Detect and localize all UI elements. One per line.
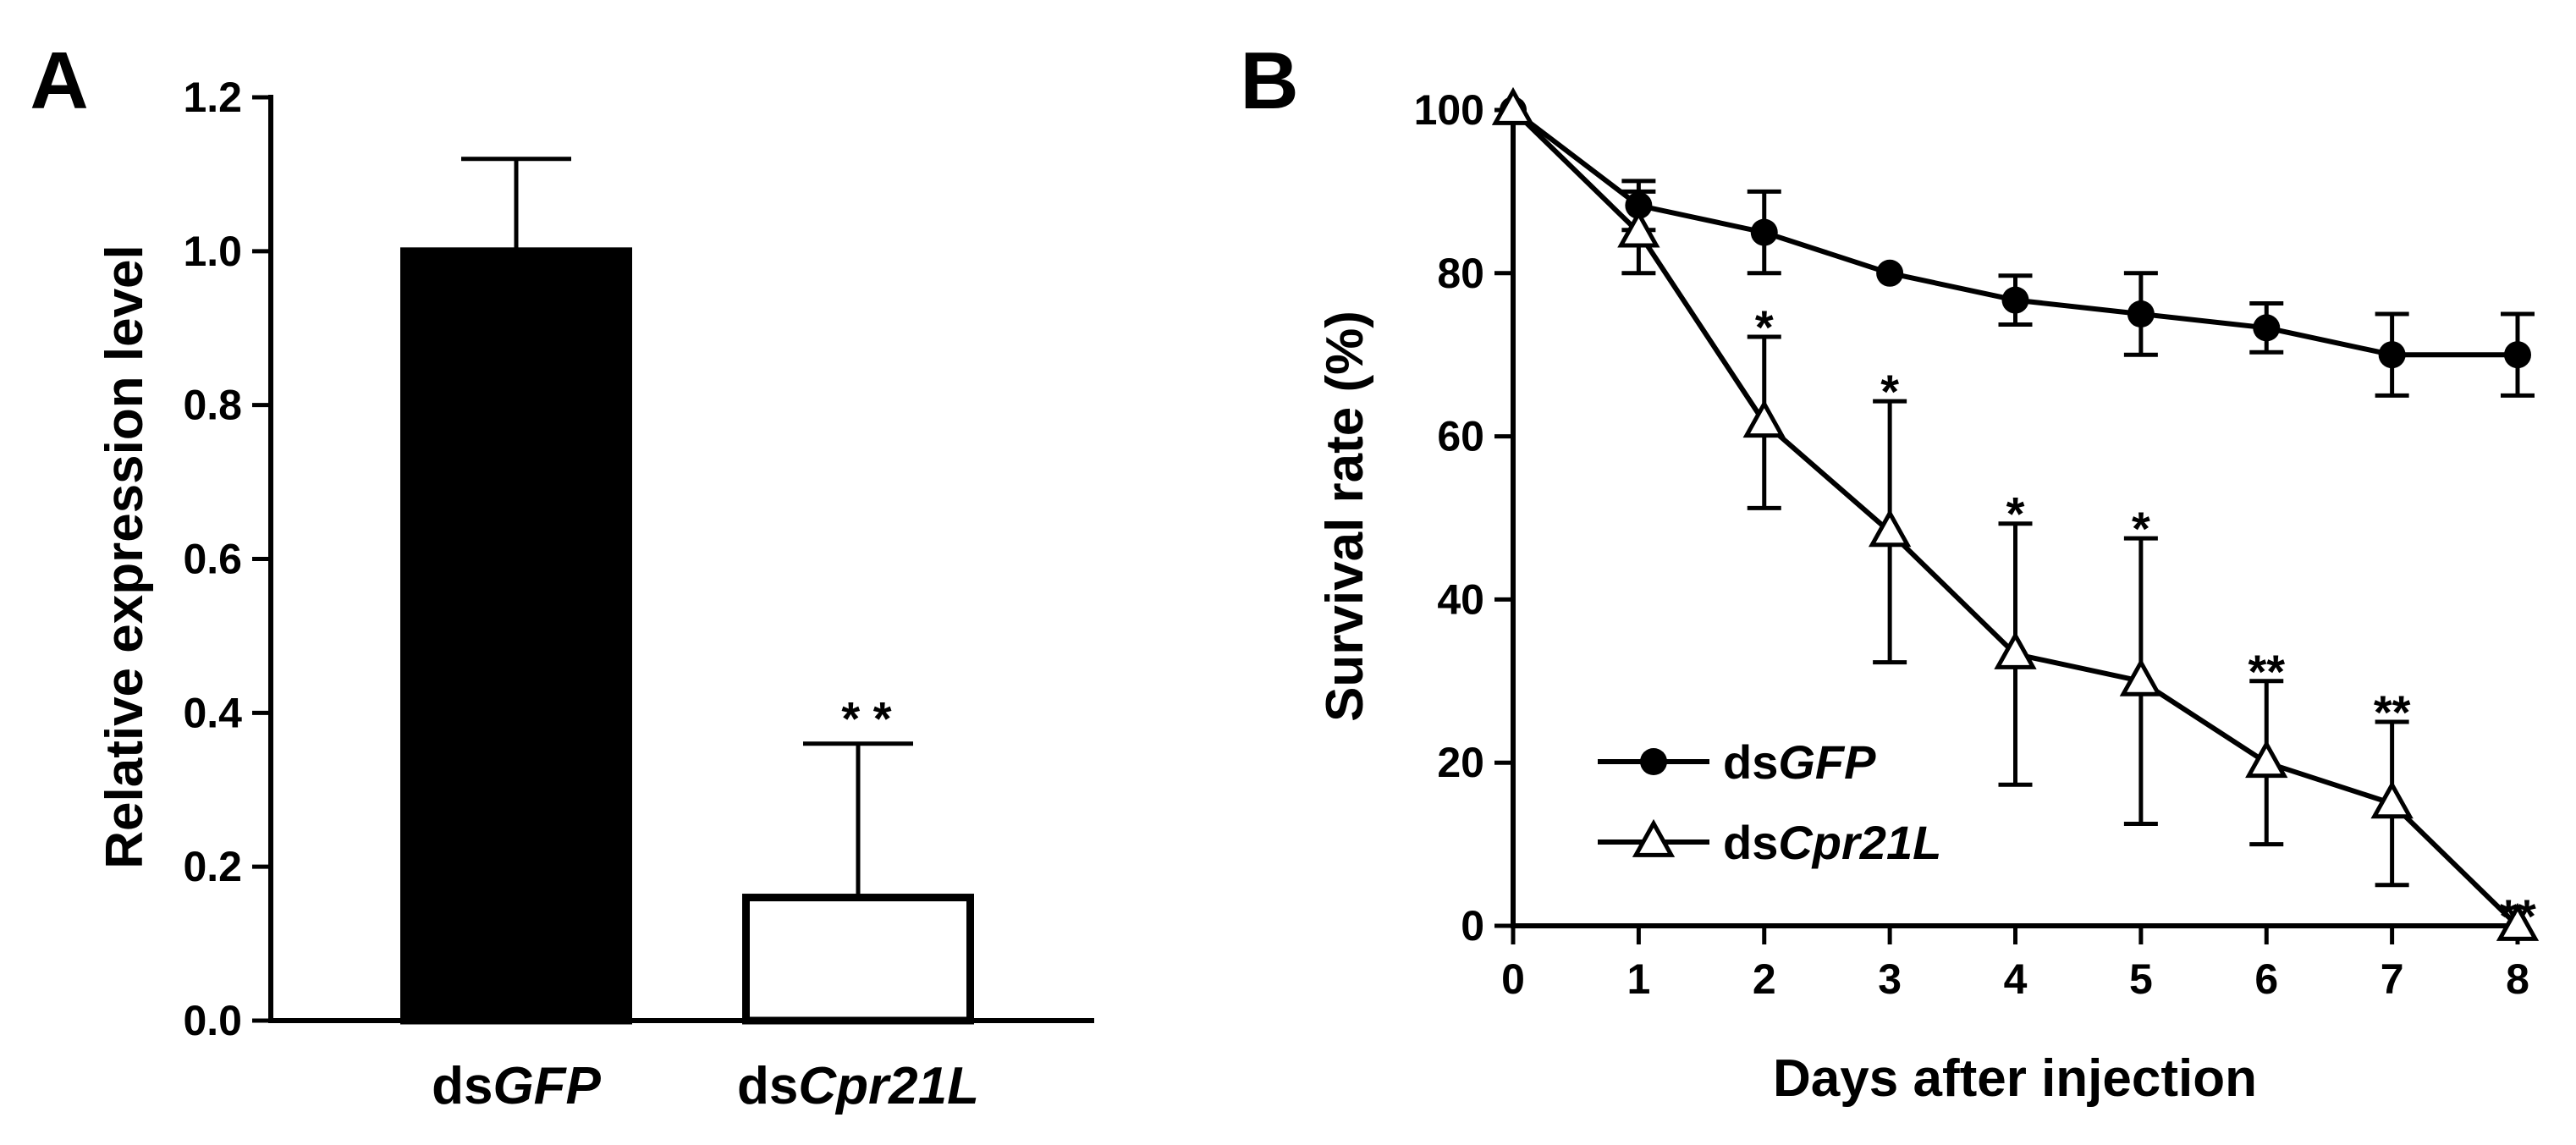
panel-a-x-tick-label-prefix: ds: [432, 1057, 493, 1115]
legend-label-prefix: ds: [1723, 735, 1778, 789]
panel-b-x-tick-label: 1: [1627, 955, 1650, 1003]
panel-a-y-tick-label: 0.6: [183, 536, 242, 583]
panel-b-y-tick-label: 60: [1437, 413, 1484, 460]
panel-a-y-tick-label: 0.0: [183, 997, 242, 1044]
legend-label: dsCpr21L: [1723, 816, 1941, 869]
data-point-triangle: [2245, 740, 2288, 779]
data-point-circle: [1876, 259, 1904, 287]
data-point-triangle: [2119, 658, 2163, 696]
panel-b-x-axis-title: Days after injection: [1773, 1049, 2257, 1108]
significance-marker: *: [2132, 502, 2150, 555]
data-point-triangle: [1994, 630, 2037, 669]
panel-b-y-tick-label: 20: [1437, 739, 1484, 786]
panel-b-series: *** *******: [1491, 86, 2540, 943]
panel-b-x-tick-label: 5: [2129, 955, 2153, 1003]
data-point-triangle: [1617, 209, 1660, 248]
panel-a-x-tick-labels: dsGFP dsCpr21L: [432, 1057, 979, 1115]
panel-a-y-tick-label: 0.8: [183, 382, 242, 429]
data-point-circle: [1750, 218, 1778, 246]
significance-marker: **: [2499, 889, 2536, 943]
significance-marker: *: [2006, 487, 2025, 541]
data-point-circle: [2253, 314, 2281, 342]
panel-b-x-tick-label: 0: [1501, 955, 1525, 1003]
panel-b-axes: 0 20 40 60 80 100 0 1 2 3 4 5 6 7 8: [1414, 86, 2529, 1003]
significance-marker: *: [1880, 365, 1899, 418]
panel-b-y-tick-label: 80: [1437, 250, 1484, 297]
panel-b-y-tick-label: 0: [1461, 902, 1484, 950]
legend-label-prefix: ds: [1723, 816, 1778, 869]
data-point-triangle: [2496, 902, 2540, 941]
panel-a-bar: [400, 247, 632, 1025]
panel-a-y-tick-label: 0.4: [183, 689, 242, 736]
significance-marker: **: [2374, 685, 2411, 739]
panel-a-y-tick-label: 1.2: [183, 74, 242, 121]
panel-b-y-axis-title: Survival rate (%): [1316, 311, 1374, 722]
panel-label-a: A: [30, 36, 88, 126]
significance-marker: **: [2248, 645, 2285, 698]
panel-label-b: B: [1240, 36, 1298, 126]
legend-label: dsGFP: [1723, 735, 1876, 789]
panel-a-x-tick-label: dsGFP: [432, 1057, 601, 1115]
data-point-triangle: [2370, 780, 2414, 819]
panel-a-bars: * *: [400, 157, 974, 1025]
panel-b-y-tick-label: 100: [1414, 86, 1484, 134]
panel-a-y-tick-label: 1.0: [183, 228, 242, 275]
panel-a-bar-chart: A Relative expression level 0.0 0.2 0.4 0.6…: [30, 36, 1094, 1115]
panel-a-significance: * *: [841, 692, 891, 746]
data-point-triangle: [1742, 399, 1786, 438]
panel-b-x-tick-label: 8: [2506, 955, 2529, 1003]
panel-a-x-tick-label-gene: GFP: [493, 1057, 601, 1115]
data-point-circle: [2001, 286, 2029, 314]
panel-a-axes: 0.0 0.2 0.4 0.6 0.8 1.0 1.2: [183, 74, 1094, 1044]
legend-marker-triangle: [1632, 818, 1676, 857]
panel-b-x-tick-label: 3: [1878, 955, 1902, 1003]
panel-a-y-axis-title: Relative expression level: [96, 245, 154, 869]
legend-marker-circle: [1640, 748, 1667, 775]
panel-b-x-tick-label: 7: [2381, 955, 2404, 1003]
panel-b-line-chart: B Survival rate (%) Days after injection…: [1240, 36, 2540, 1108]
data-point-triangle: [1491, 86, 1535, 125]
significance-marker: *: [1755, 300, 1774, 354]
series-cpr21l: *** *******: [1491, 86, 2540, 943]
panel-b-x-tick-label: 4: [2004, 955, 2028, 1003]
panel-b-x-tick-label: 2: [1753, 955, 1776, 1003]
panel-a-x-tick-label-prefix: ds: [737, 1057, 798, 1115]
legend-label-gene: GFP: [1778, 735, 1876, 789]
data-point-circle: [2504, 341, 2531, 369]
panel-a-x-tick-label: dsCpr21L: [737, 1057, 979, 1115]
data-point-triangle: [1868, 509, 1912, 548]
panel-a-y-tick-label: 0.2: [183, 843, 242, 890]
data-point-circle: [2378, 341, 2406, 369]
panel-a-x-tick-label-gene: Cpr21L: [798, 1057, 979, 1115]
panel-b-x-tick-label: 6: [2254, 955, 2278, 1003]
panel-a-bar: [742, 894, 974, 1025]
legend-label-gene: Cpr21L: [1778, 816, 1941, 869]
panel-b-y-tick-label: 40: [1437, 575, 1484, 623]
data-point-circle: [2127, 300, 2155, 328]
